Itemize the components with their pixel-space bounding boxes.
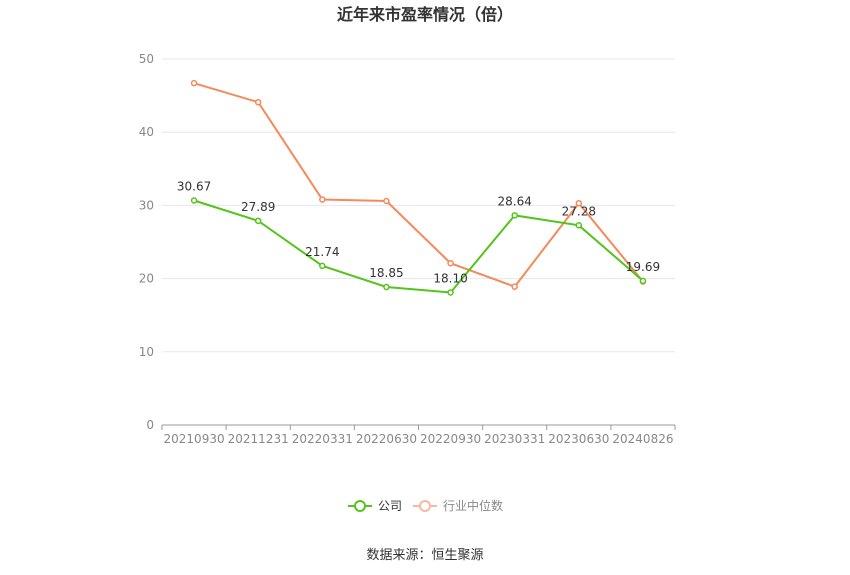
data-label: 19.69 (626, 260, 660, 274)
data-point[interactable] (447, 259, 454, 267)
x-tick-label: 20220930 (420, 432, 481, 446)
data-point[interactable] (639, 277, 647, 285)
y-tick-label: 50 (139, 52, 154, 66)
series-line-company (193, 199, 644, 294)
data-label: 18.85 (369, 266, 403, 280)
x-tick-label: 20211231 (228, 432, 289, 446)
data-point[interactable] (575, 199, 583, 207)
x-tick-label: 20230630 (548, 432, 609, 446)
data-labels: 30.67 27.89 21.74 18.85 18.10 28.64 27.28 19.69 (177, 179, 660, 285)
data-label: 27.28 (562, 204, 596, 218)
data-label: 28.64 (498, 194, 532, 208)
data-point[interactable] (383, 283, 390, 291)
legend-item-company[interactable]: 公司 (348, 499, 402, 513)
data-label: 27.89 (241, 200, 275, 214)
y-tick-label: 0 (146, 418, 154, 432)
y-tick-label: 10 (139, 345, 154, 359)
data-point[interactable] (511, 283, 518, 290)
x-tick-label: 20240826 (612, 432, 673, 446)
data-source: 数据来源：恒生聚源 (366, 548, 483, 563)
legend-marker-company (354, 500, 366, 512)
data-point[interactable] (511, 212, 518, 219)
legend-label-company: 公司 (378, 499, 402, 513)
data-label: 30.67 (177, 179, 211, 193)
data-point[interactable] (254, 98, 262, 106)
grid (162, 58, 675, 353)
chart-title: 近年来市盈率情况（倍） (337, 5, 513, 24)
data-point[interactable] (254, 217, 262, 225)
y-tick-label: 30 (139, 198, 154, 212)
data-point[interactable] (575, 222, 583, 229)
legend[interactable]: 公司 行业中位数 (348, 498, 503, 513)
series-layer (190, 79, 647, 296)
data-point[interactable] (447, 289, 454, 296)
data-point[interactable] (383, 197, 390, 205)
data-label: 21.74 (305, 245, 339, 259)
y-tick-label: 40 (139, 125, 154, 139)
data-point[interactable] (190, 79, 198, 87)
data-point[interactable] (190, 197, 198, 204)
x-tick-label: 20210930 (164, 432, 225, 446)
legend-label-industry-median: 行业中位数 (443, 498, 503, 513)
y-tick-label: 20 (139, 272, 154, 286)
legend-marker-industry-median (419, 500, 431, 512)
legend-item-industry-median[interactable]: 行业中位数 (413, 498, 503, 513)
x-tick-label: 20220331 (292, 432, 353, 446)
x-tick-label: 20220630 (356, 432, 417, 446)
data-point[interactable] (319, 262, 326, 270)
x-tick-label: 20230331 (484, 432, 545, 446)
data-point[interactable] (319, 196, 326, 203)
data-label: 18.10 (433, 272, 467, 286)
series-line-industry-median (193, 82, 644, 288)
